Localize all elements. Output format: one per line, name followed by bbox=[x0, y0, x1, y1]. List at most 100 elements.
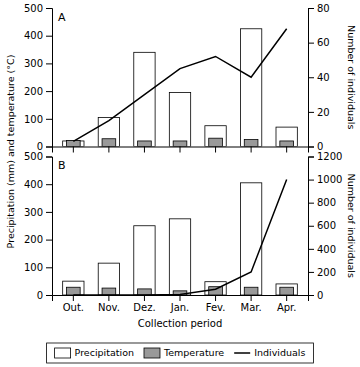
tick-mark bbox=[46, 240, 52, 241]
bar bbox=[280, 287, 294, 295]
y2-tick: 0 bbox=[308, 290, 323, 301]
tick-mark bbox=[46, 63, 52, 64]
tick-label: 300 bbox=[24, 207, 43, 218]
tick-mark bbox=[308, 8, 314, 9]
legend-label: Precipitation bbox=[75, 347, 134, 358]
bar bbox=[244, 140, 258, 147]
tick-mark bbox=[46, 147, 52, 148]
y2-label: Number of individuals bbox=[346, 25, 357, 129]
panel-label: A bbox=[58, 11, 66, 24]
y2-tick: 600 bbox=[308, 220, 336, 231]
x-tick: Mar. bbox=[241, 295, 262, 313]
axis-line bbox=[309, 9, 315, 148]
legend-item: Precipitation bbox=[55, 347, 134, 358]
y2-axis: 020406080 bbox=[308, 3, 330, 153]
tick-label: Dez. bbox=[133, 302, 155, 313]
tick-mark bbox=[215, 147, 216, 153]
legend-swatch bbox=[55, 348, 71, 358]
tick-mark bbox=[46, 157, 52, 158]
bar bbox=[244, 287, 258, 295]
y2-tick: 1000 bbox=[308, 174, 342, 185]
x-tick bbox=[108, 147, 109, 153]
bar bbox=[63, 281, 84, 295]
y-tick: 100 bbox=[24, 114, 52, 125]
tick-label: 100 bbox=[24, 262, 43, 273]
tick-mark bbox=[144, 295, 145, 301]
bar bbox=[169, 92, 190, 146]
tick-mark bbox=[215, 295, 216, 301]
axis-line bbox=[46, 157, 53, 296]
legend-swatch bbox=[234, 352, 250, 354]
y2-tick: 1200 bbox=[308, 151, 342, 162]
y2-label: Number of individuals bbox=[346, 174, 357, 278]
bar bbox=[138, 141, 152, 147]
bar bbox=[209, 138, 223, 146]
tick-mark bbox=[46, 184, 52, 185]
line bbox=[73, 180, 286, 295]
legend-label: Temperature bbox=[163, 347, 224, 358]
bar bbox=[67, 140, 81, 146]
bar bbox=[173, 141, 187, 147]
bar bbox=[98, 263, 119, 295]
x-tick bbox=[251, 147, 252, 153]
tick-mark bbox=[308, 249, 314, 250]
tick-mark bbox=[180, 147, 181, 153]
tick-label: 200 bbox=[24, 234, 43, 245]
tick-label: 40 bbox=[317, 72, 330, 83]
tick-mark bbox=[286, 295, 287, 301]
legend: PrecipitationTemperatureIndividuals bbox=[47, 343, 314, 363]
legend-frame bbox=[47, 343, 314, 363]
tick-label: 500 bbox=[24, 3, 43, 14]
y-tick: 300 bbox=[24, 58, 52, 69]
panel-label: B bbox=[58, 159, 66, 172]
bar bbox=[138, 289, 152, 295]
tick-mark bbox=[46, 36, 52, 37]
x-tick bbox=[180, 147, 181, 153]
tick-mark bbox=[286, 147, 287, 153]
tick-label: 400 bbox=[317, 244, 336, 255]
bar bbox=[240, 183, 261, 295]
tick-label: 1000 bbox=[317, 174, 342, 185]
y2-tick: 800 bbox=[308, 197, 336, 208]
y-tick: 200 bbox=[24, 86, 52, 97]
y-axis: 0100200300400500 bbox=[24, 151, 53, 301]
tick-label: 200 bbox=[24, 86, 43, 97]
bar bbox=[169, 219, 190, 295]
y-tick: 200 bbox=[24, 234, 52, 245]
x-tick: Fev. bbox=[206, 295, 226, 313]
tick-mark bbox=[308, 43, 314, 44]
tick-label: Nov. bbox=[98, 302, 120, 313]
y-tick: 400 bbox=[24, 30, 52, 41]
tick-label: Fev. bbox=[206, 302, 226, 313]
y2-axis: 0 200 400 600 800 1000 1200 bbox=[308, 151, 342, 301]
line bbox=[73, 29, 286, 142]
tick-mark bbox=[308, 203, 314, 204]
y-tick: 500 bbox=[24, 151, 52, 162]
y-axis: 0100200300400500 bbox=[24, 3, 53, 153]
axis-line bbox=[309, 157, 315, 296]
axis-line bbox=[53, 147, 309, 153]
tick-label: 100 bbox=[24, 114, 43, 125]
tick-mark bbox=[46, 91, 52, 92]
tick-label: 0 bbox=[37, 290, 43, 301]
x-label: Collection period bbox=[138, 318, 223, 329]
tick-label: 400 bbox=[24, 30, 43, 41]
plot-area bbox=[63, 180, 298, 295]
y-tick: 300 bbox=[24, 207, 52, 218]
bar bbox=[240, 29, 261, 147]
tick-mark bbox=[308, 157, 314, 158]
y2-tick: 20 bbox=[308, 107, 330, 118]
y-tick: 0 bbox=[37, 290, 52, 301]
x-tick: Dez. bbox=[133, 295, 155, 313]
tick-label: Mar. bbox=[241, 302, 262, 313]
y2-tick: 60 bbox=[308, 37, 330, 48]
tick-label: 1200 bbox=[317, 151, 342, 162]
bar bbox=[205, 282, 226, 295]
bar bbox=[98, 117, 119, 146]
tick-mark bbox=[251, 295, 252, 301]
tick-label: 300 bbox=[24, 58, 43, 69]
tick-label: 200 bbox=[317, 267, 336, 278]
tick-mark bbox=[46, 295, 52, 296]
x-tick bbox=[215, 147, 216, 153]
y2-tick: 400 bbox=[308, 244, 336, 255]
